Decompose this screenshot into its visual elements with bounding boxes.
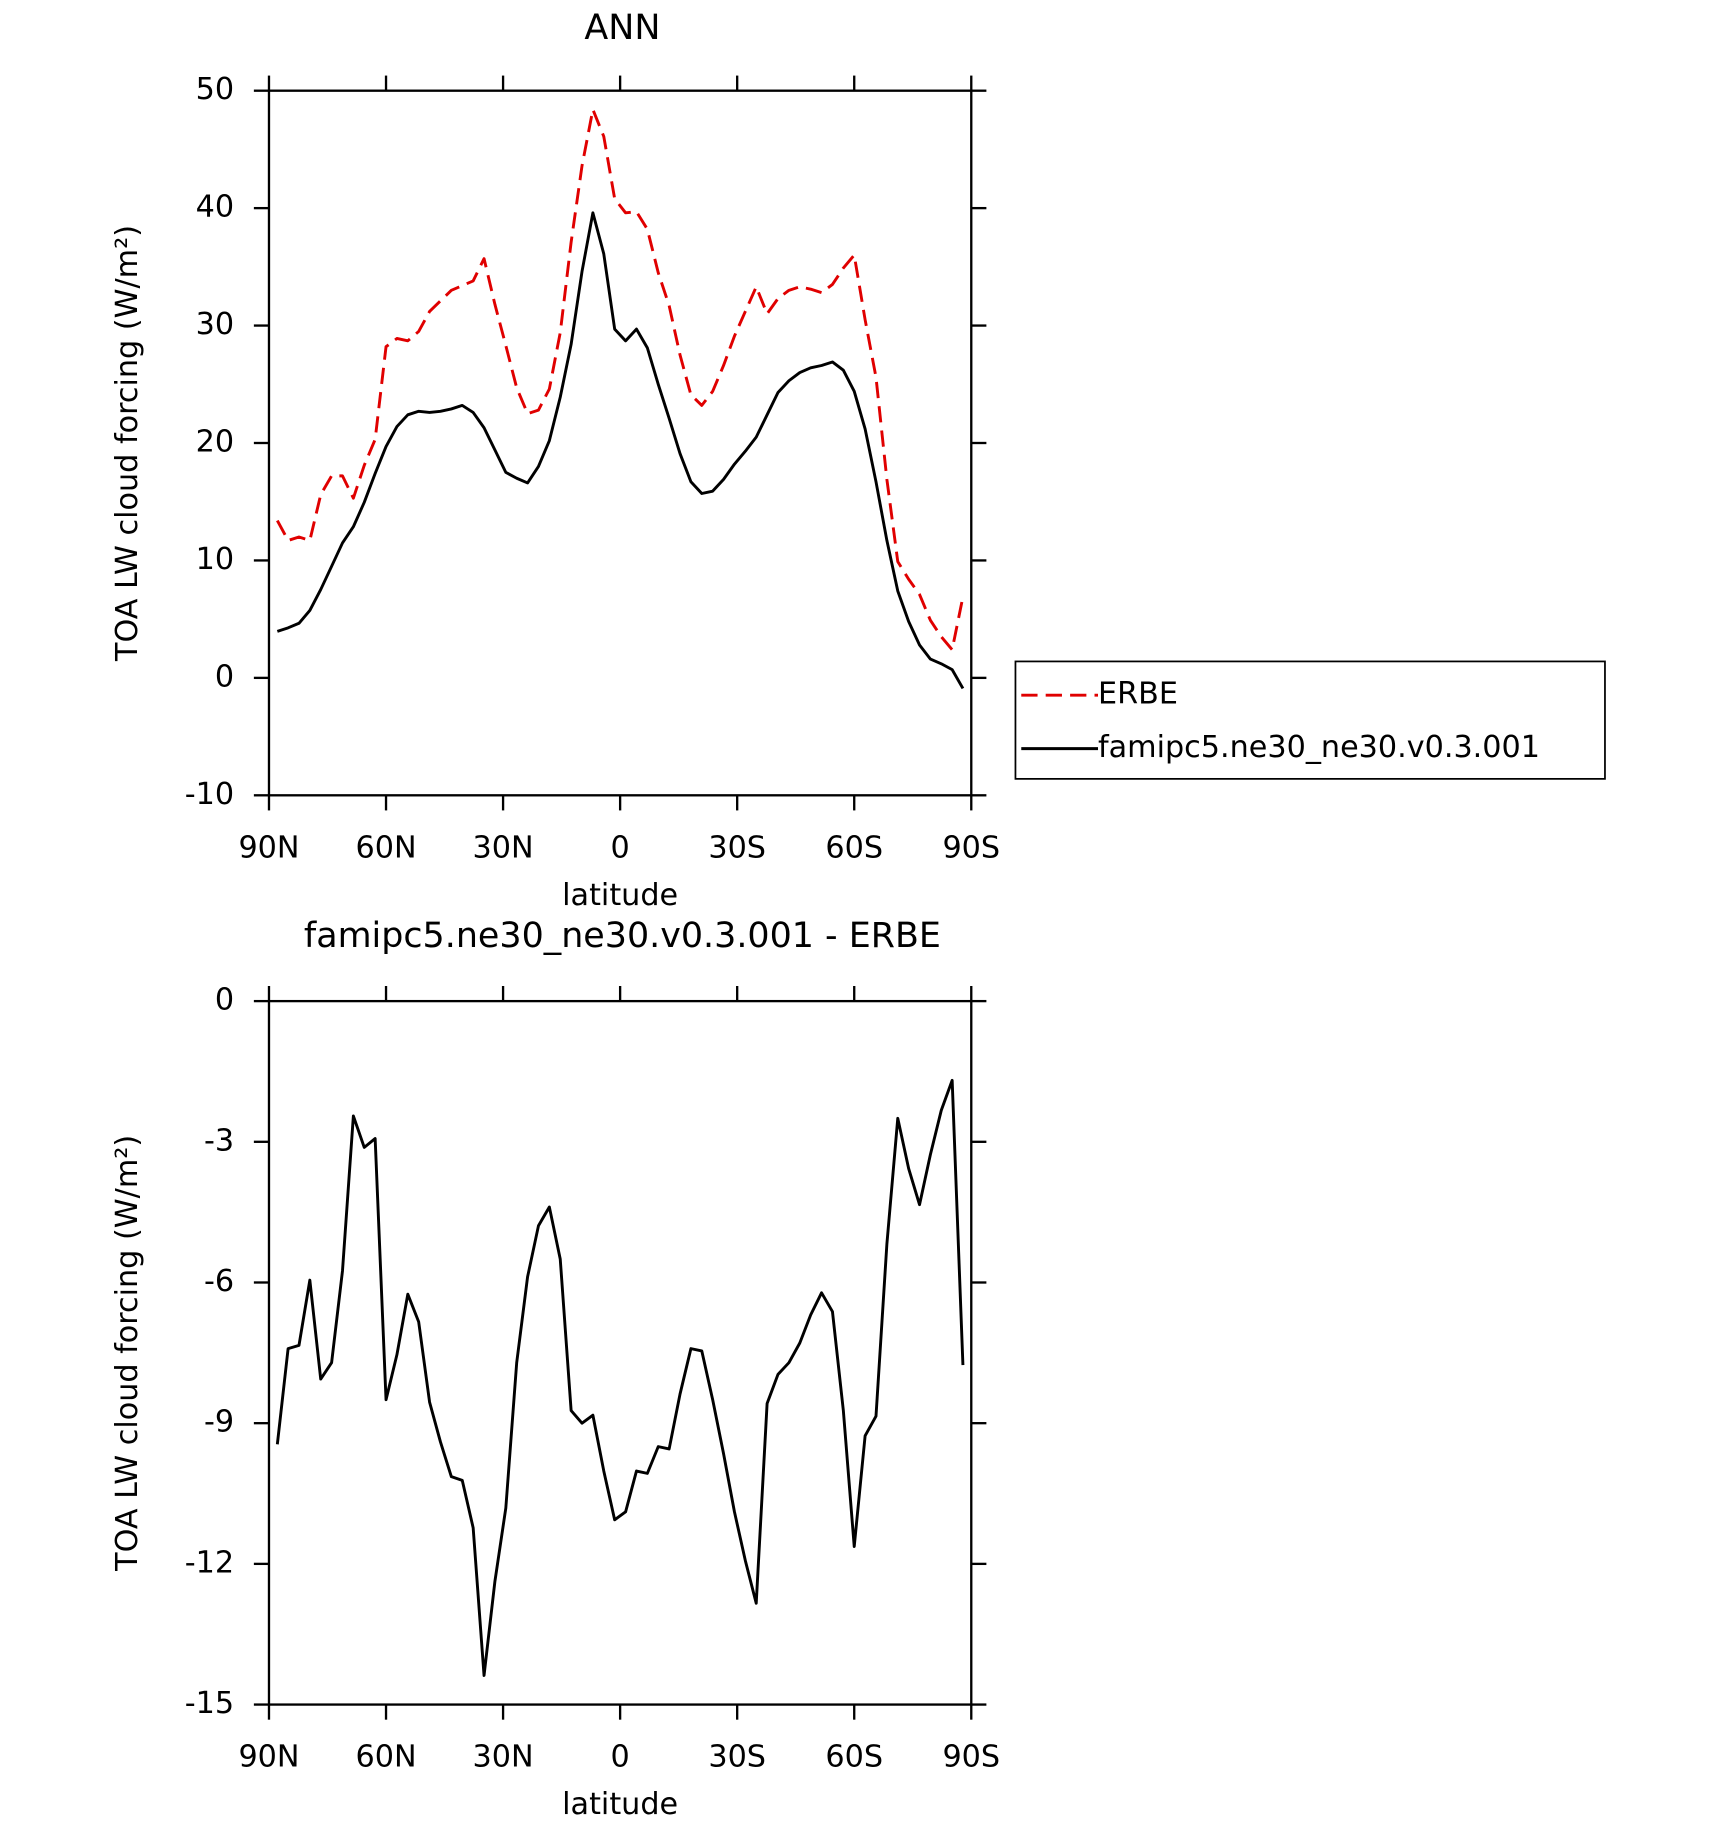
- y-tick-label: -9: [204, 1405, 234, 1440]
- legend-label: ERBE: [1098, 677, 1178, 712]
- y-tick-label: -12: [185, 1545, 234, 1580]
- x-tick-label: 30S: [708, 1740, 766, 1775]
- x-tick-label: 60S: [825, 1740, 883, 1775]
- y-tick-label: -6: [204, 1264, 234, 1299]
- chart-title: famipc5.ne30_ne30.v0.3.001 - ERBE: [304, 916, 941, 956]
- x-tick-label: 30S: [708, 830, 766, 865]
- y-tick-label: -15: [185, 1686, 234, 1721]
- x-tick-label: 60N: [356, 1740, 417, 1775]
- y-axis-label: TOA LW cloud forcing (W/m²): [110, 1135, 145, 1572]
- data-line: [276, 211, 965, 690]
- y-tick-label: 50: [196, 72, 234, 107]
- y-tick-label: 0: [215, 659, 234, 694]
- y-tick-label: 30: [196, 307, 234, 342]
- y-tick-label: 10: [196, 542, 234, 577]
- x-tick-label: 60N: [356, 830, 417, 865]
- x-tick-label: 0: [611, 1740, 630, 1775]
- y-tick-label: 40: [196, 190, 234, 225]
- chart-title: ANN: [584, 8, 660, 48]
- x-tick-label: 30N: [473, 1740, 534, 1775]
- x-tick-label: 90S: [942, 830, 1000, 865]
- data-line: [276, 108, 965, 652]
- x-axis-label: latitude: [562, 1787, 678, 1822]
- x-tick-label: 90N: [238, 830, 299, 865]
- y-tick-label: -10: [185, 777, 234, 812]
- plot-frame: [267, 999, 973, 1706]
- y-tick-label: -3: [204, 1123, 234, 1158]
- y-tick-label: 0: [215, 983, 234, 1018]
- x-tick-label: 30N: [473, 830, 534, 865]
- y-axis-label: TOA LW cloud forcing (W/m²): [110, 225, 145, 662]
- legend-label: famipc5.ne30_ne30.v0.3.001: [1098, 730, 1540, 765]
- y-tick-label: 20: [196, 425, 234, 460]
- x-tick-label: 90N: [238, 1740, 299, 1775]
- x-axis-label: latitude: [562, 878, 678, 913]
- data-line: [275, 1078, 965, 1677]
- x-tick-label: 90S: [942, 1740, 1000, 1775]
- x-tick-label: 60S: [825, 830, 883, 865]
- x-tick-label: 0: [611, 830, 630, 865]
- legend-box: [1014, 660, 1606, 780]
